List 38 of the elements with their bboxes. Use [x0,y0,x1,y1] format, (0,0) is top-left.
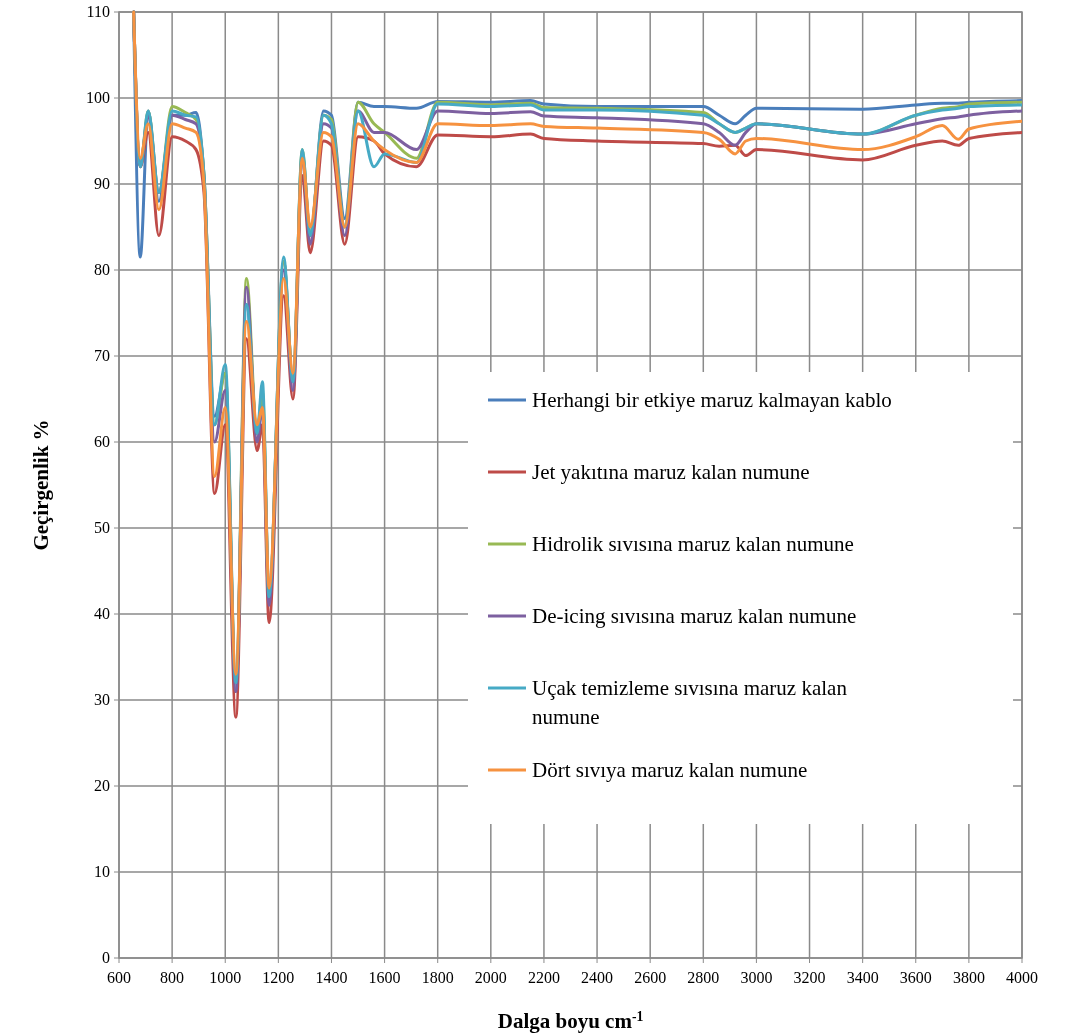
y-tick-label: 90 [94,175,110,192]
y-tick-label: 70 [94,347,110,364]
y-tick-label: 110 [86,3,110,20]
legend-label: Hidrolik sıvısına maruz kalan numune [532,532,854,556]
x-tick-label: 3800 [952,969,985,986]
y-tick-label: 30 [94,691,110,708]
y-tick-label: 60 [94,433,110,450]
x-tick-label: 2000 [474,969,507,986]
x-tick-label: 1800 [421,969,454,986]
x-tick-label: 4000 [1006,969,1038,986]
legend-label: Uçak temizleme sıvısına maruz kalan numune [532,676,848,729]
y-tick-label: 10 [94,863,110,880]
x-tick-label: 1400 [315,969,348,986]
x-tick-label: 3600 [899,969,932,986]
x-tick-label: 1000 [209,969,242,986]
x-tick-label: 1600 [368,969,401,986]
x-tick-label: 3000 [740,969,773,986]
legend-label: Jet yakıtına maruz kalan numune [532,460,810,484]
x-tick-label: 600 [107,969,131,986]
x-axis-title: Dalga boyu cm$^{-1}$ [497,1008,644,1033]
legend-label: Herhangi bir etkiye maruz kalmayan kablo [532,388,892,412]
x-tick-label: 3400 [846,969,879,986]
legend-label: Dört sıvıya maruz kalan numune [532,758,808,782]
x-tick-label: 1200 [262,969,295,986]
y-tick-label: 50 [94,519,110,536]
y-tick-label: 80 [94,261,110,278]
y-tick-label: 0 [102,949,110,966]
y-tick-label: 40 [94,605,110,622]
x-tick-label: 2200 [527,969,560,986]
x-tick-label: 2400 [581,969,614,986]
legend-label: De-icing sıvısına maruz kalan numune [532,604,857,628]
x-tick-label: 800 [160,969,185,986]
y-tick-label: 20 [94,777,110,794]
x-tick-label: 3200 [793,969,826,986]
y-tick-label: 100 [86,89,110,106]
y-axis-title: Geçirgenlik % [29,419,53,551]
x-tick-label: 2600 [634,969,667,986]
x-tick-label: 2800 [687,969,720,986]
